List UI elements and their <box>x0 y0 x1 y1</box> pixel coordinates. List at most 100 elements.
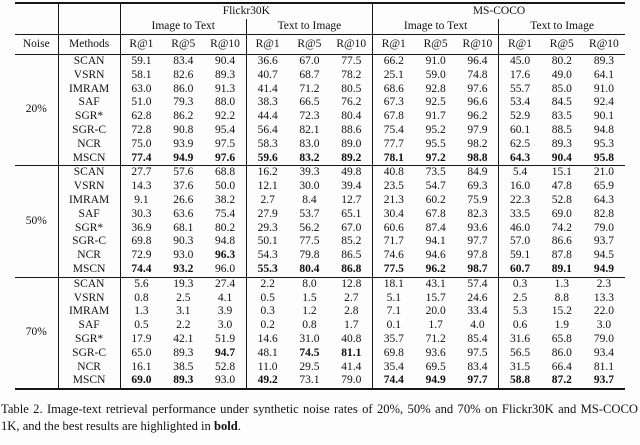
table-row: MSCN 74.4 93.2 96.0 55.3 80.4 86.8 77.5 96.2 98.7… <box>15 262 625 278</box>
value-cell: 62.8 <box>131 110 152 123</box>
value-cell: 75.4 <box>204 207 247 222</box>
value-cell: 89.1 <box>551 262 572 275</box>
value-cell: 8.8 <box>554 291 569 304</box>
value-cell: 38.2 <box>204 193 247 208</box>
value-cell: 69.8 <box>383 346 404 359</box>
value-cell: 18.1 <box>372 276 415 292</box>
value-cell: 68.6 <box>383 82 404 95</box>
value-cell: 2.7 <box>260 193 275 206</box>
value-cell: 86.2 <box>173 110 194 123</box>
method-name: VSRN <box>58 291 121 306</box>
method-name: SGR* <box>58 332 121 347</box>
value-cell: 63.6 <box>173 207 194 220</box>
value-cell: 1.7 <box>428 319 443 332</box>
table-row: MSCN 69.0 89.3 93.0 49.2 73.1 79.0 74.4 94.9 97.7… <box>15 374 625 390</box>
value-cell: 67.8 <box>425 207 446 220</box>
method-name: SGR-C <box>58 346 121 361</box>
value-cell: 59.1 <box>509 249 531 262</box>
value-cell: 50.1 <box>257 235 278 248</box>
value-cell: 1.3 <box>540 276 583 292</box>
table-row: NCR 16.1 38.5 52.8 11.0 29.5 41.4 35.4 69.5 83.4 3… <box>15 360 625 375</box>
value-cell: 27.9 <box>257 207 278 220</box>
value-cell: 89.3 <box>551 137 572 150</box>
value-cell: 21.0 <box>582 165 625 181</box>
value-cell: 65.0 <box>131 346 152 359</box>
value-cell: 51.9 <box>204 332 247 347</box>
value-cell: 22.0 <box>593 305 614 318</box>
value-cell: 14.3 <box>131 180 152 193</box>
value-cell: 16.1 <box>131 360 152 373</box>
results-table: Flickr30K MS-COCO Image to Text Text to Ima… <box>15 2 625 391</box>
value-cell: 55.3 <box>257 262 278 275</box>
value-cell: 36.6 <box>257 55 278 67</box>
value-cell: 15.7 <box>425 291 446 304</box>
value-cell: 89.3 <box>173 374 194 387</box>
value-cell: 88.0 <box>204 96 247 111</box>
value-cell: 93.0 <box>204 374 247 390</box>
value-cell: 54.7 <box>425 180 446 193</box>
direction-header: Image to Text <box>120 19 247 35</box>
value-cell: 89.3 <box>204 68 247 83</box>
method-name: NCR <box>58 137 121 152</box>
value-cell: 64.3 <box>593 193 614 206</box>
value-cell: 1.7 <box>330 319 374 333</box>
metric-header: R@1 <box>246 34 289 55</box>
value-cell: 91.0 <box>425 55 446 67</box>
value-cell: 85.4 <box>456 332 500 347</box>
value-cell: 93.7 <box>593 374 614 387</box>
value-cell: 77.4 <box>131 151 152 164</box>
value-cell: 17.9 <box>131 332 152 345</box>
table-row: VSRN 58.1 82.6 89.3 40.7 68.7 78.2 25.1 59.0 74.8… <box>15 68 625 83</box>
value-cell: 83.4 <box>173 55 194 67</box>
value-cell: 82.3 <box>456 207 500 222</box>
value-cell: 93.7 <box>593 235 614 248</box>
value-cell: 0.5 <box>134 319 149 332</box>
value-cell: 31.6 <box>509 332 531 345</box>
value-cell: 80.2 <box>551 55 572 67</box>
noise-label: 70% <box>15 276 59 390</box>
value-cell: 22.3 <box>509 193 531 206</box>
table-row: NCR 75.0 93.9 97.5 58.3 83.0 89.0 77.7 95.5 98.2 6… <box>15 137 625 152</box>
value-cell: 98.2 <box>456 137 500 152</box>
value-cell: 60.2 <box>425 193 446 206</box>
direction-header: Text to Image <box>498 19 625 35</box>
table-row: 70% SCAN 5.6 19.3 27.4 2.2 8.0 12.8 18.1 43.1 57.4… <box>15 276 625 390</box>
value-cell: 79.0 <box>593 332 614 345</box>
value-cell: 92.4 <box>593 96 614 109</box>
value-cell: 57.6 <box>162 165 205 181</box>
table-row: SGR-C 65.0 89.3 94.7 48.1 74.5 81.1 69.8 93.6 97.… <box>15 346 625 361</box>
value-cell: 88.5 <box>551 123 572 136</box>
value-cell: 63.0 <box>131 82 152 95</box>
metric-header: R@5 <box>414 34 457 55</box>
value-cell: 86.6 <box>551 235 572 248</box>
header-corner-noise <box>15 19 59 35</box>
value-cell: 81.1 <box>330 346 374 361</box>
value-cell: 8.0 <box>288 276 331 292</box>
value-cell: 59.0 <box>425 68 446 81</box>
method-name: MSCN <box>58 262 121 278</box>
table-row: 50% SCAN 27.7 57.6 68.8 16.2 39.3 49.8 40.8 73.5 8… <box>15 165 625 278</box>
value-cell: 30.3 <box>131 207 152 220</box>
value-cell: 12.1 <box>257 180 278 193</box>
value-cell: 85.0 <box>551 82 572 95</box>
value-cell: 93.6 <box>425 346 446 359</box>
value-cell: 90.3 <box>173 235 194 248</box>
value-cell: 89.3 <box>173 346 194 359</box>
value-cell: 92.5 <box>425 96 446 109</box>
value-cell: 39.4 <box>330 180 374 194</box>
value-cell: 72.3 <box>299 110 320 123</box>
value-cell: 14.6 <box>257 332 278 345</box>
value-cell: 67.8 <box>383 110 404 123</box>
value-cell: 97.6 <box>456 82 500 97</box>
value-cell: 87.2 <box>551 374 572 387</box>
value-cell: 59.6 <box>257 151 278 164</box>
value-cell: 24.6 <box>456 291 500 306</box>
value-cell: 65.1 <box>330 207 374 222</box>
table-row: SAF 0.5 2.2 3.0 0.2 0.8 1.7 0.1 1.7 4.0 0.6 1.9 3.0 <box>15 319 625 333</box>
value-cell: 74.8 <box>456 68 500 83</box>
value-cell: 83.0 <box>299 137 320 150</box>
value-cell: 97.7 <box>456 374 500 390</box>
value-cell: 77.5 <box>299 235 320 248</box>
value-cell: 2.2 <box>246 276 289 292</box>
